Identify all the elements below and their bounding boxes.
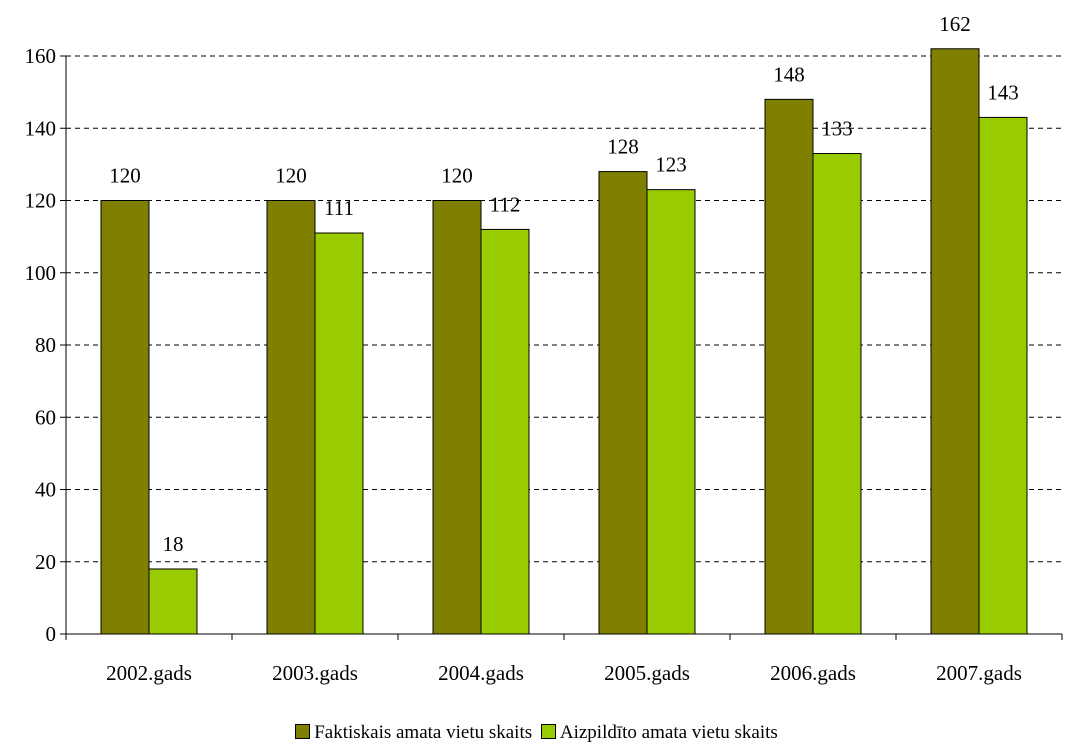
- data-label: 111: [324, 196, 354, 220]
- data-label: 120: [275, 164, 307, 188]
- y-tick-labels: 0 20 40 60 80 100 120 140 160: [25, 44, 66, 646]
- data-label: 112: [490, 192, 521, 216]
- bar: [646, 189, 696, 635]
- y-tick-label: 0: [46, 622, 57, 646]
- bars: [100, 48, 1028, 635]
- data-label: 143: [987, 80, 1019, 104]
- y-tick-label: 120: [25, 189, 57, 213]
- x-tick-label: 2006.gads: [770, 661, 856, 685]
- data-label: 123: [655, 153, 687, 177]
- data-label: 18: [163, 532, 184, 556]
- bar: [978, 116, 1028, 635]
- x-tick-labels: 2002.gads 2003.gads 2004.gads 2005.gads 2006…: [65, 634, 1063, 685]
- y-tick-label: 80: [35, 333, 56, 357]
- legend-item-aizpilditas: Aizpildīto amata vietu skaits: [540, 722, 778, 744]
- bar: [598, 171, 648, 635]
- legend-swatch-aizpilditas: [540, 724, 556, 739]
- x-tick-label: 2007.gads: [936, 661, 1022, 685]
- y-tick-label: 40: [35, 478, 56, 502]
- data-label: 120: [109, 164, 141, 188]
- legend-item-faktiskais: Faktiskais amata vietu skaits: [295, 722, 532, 744]
- x-tick-label: 2003.gads: [272, 661, 358, 685]
- y-tick-label: 140: [25, 116, 57, 140]
- data-label: 120: [441, 164, 473, 188]
- bar: [266, 200, 316, 635]
- legend: Faktiskais amata vietu skaits Aizpildīto…: [0, 722, 1073, 744]
- bar: [480, 228, 530, 635]
- bar: [314, 232, 364, 635]
- bar: [432, 200, 482, 635]
- bar: [148, 568, 198, 635]
- data-label: 148: [773, 62, 805, 86]
- data-label: 133: [821, 117, 853, 141]
- bar: [930, 48, 980, 635]
- y-tick-label: 100: [25, 261, 57, 285]
- bar: [812, 153, 862, 635]
- y-tick-label: 160: [25, 44, 57, 68]
- data-labels: 120 18 120 111 120 112 128 123 148 133 162 143: [109, 12, 1019, 556]
- x-tick-label: 2002.gads: [106, 661, 192, 685]
- gridlines: [66, 55, 1062, 563]
- legend-label-faktiskais: Faktiskais amata vietu skaits: [314, 722, 533, 743]
- legend-label-aizpilditas: Aizpildīto amata vietu skaits: [559, 722, 778, 743]
- bar: [100, 200, 150, 635]
- bar: [764, 98, 814, 635]
- data-label: 162: [939, 12, 971, 36]
- x-tick-label: 2004.gads: [438, 661, 524, 685]
- x-tick-label: 2005.gads: [604, 661, 690, 685]
- data-label: 128: [607, 135, 639, 159]
- legend-swatch-faktiskais: [295, 724, 311, 739]
- y-tick-label: 20: [35, 550, 56, 574]
- y-tick-label: 60: [35, 405, 56, 429]
